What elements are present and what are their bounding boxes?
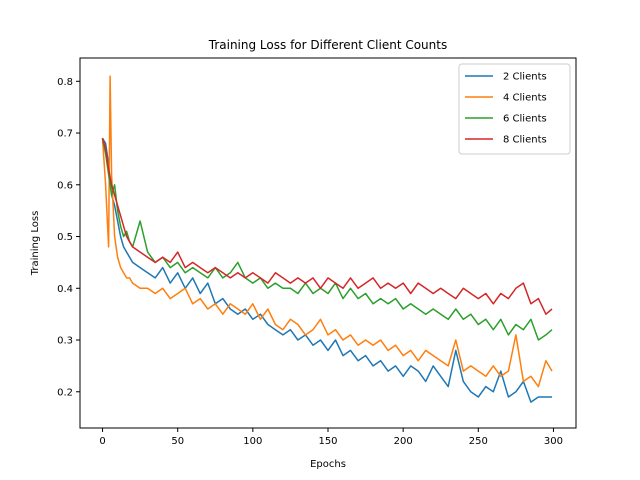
plot-area: 0 50 100 150 200 250 300 0.2 0.3 0.4 0.5 0.6 0.7 0.8 xyxy=(57,57,577,447)
x-axis-label: Epochs xyxy=(310,459,346,470)
series-line-3 xyxy=(101,138,553,341)
x-tick-label: 100 xyxy=(243,436,262,447)
series-line-4 xyxy=(101,137,553,315)
y-tick-label: 0.4 xyxy=(57,284,73,295)
series-line-2 xyxy=(101,75,553,388)
y-tick-label: 0.7 xyxy=(57,129,73,140)
legend-label: 6 Clients xyxy=(503,114,547,125)
y-tick-label: 0.3 xyxy=(57,336,73,347)
legend: 2 Clients 4 Clients 6 Clients 8 Clients xyxy=(458,63,571,155)
y-tick-label: 0.8 xyxy=(57,77,73,88)
x-tick-label: 200 xyxy=(394,436,413,447)
series-line-1 xyxy=(101,137,552,403)
y-tick-label: 0.2 xyxy=(57,387,73,398)
x-tick-label: 150 xyxy=(318,436,337,447)
x-tick-label: 250 xyxy=(469,436,488,447)
y-axis-label: Training Loss xyxy=(30,211,41,277)
legend-label: 8 Clients xyxy=(503,135,547,146)
legend-label: 2 Clients xyxy=(503,72,547,83)
chart-title: Training Loss for Different Client Count… xyxy=(208,38,447,52)
x-axis: 0 50 100 150 200 250 300 xyxy=(99,428,563,447)
x-tick-label: 50 xyxy=(171,436,184,447)
series-layer xyxy=(101,75,553,403)
y-axis: 0.2 0.3 0.4 0.5 0.6 0.7 0.8 xyxy=(57,77,80,398)
x-tick-label: 300 xyxy=(544,436,563,447)
legend-frame xyxy=(458,63,571,155)
x-tick-label: 0 xyxy=(99,436,105,447)
y-tick-label: 0.5 xyxy=(57,232,73,243)
y-tick-label: 0.6 xyxy=(57,180,73,191)
legend-label: 4 Clients xyxy=(503,93,547,104)
